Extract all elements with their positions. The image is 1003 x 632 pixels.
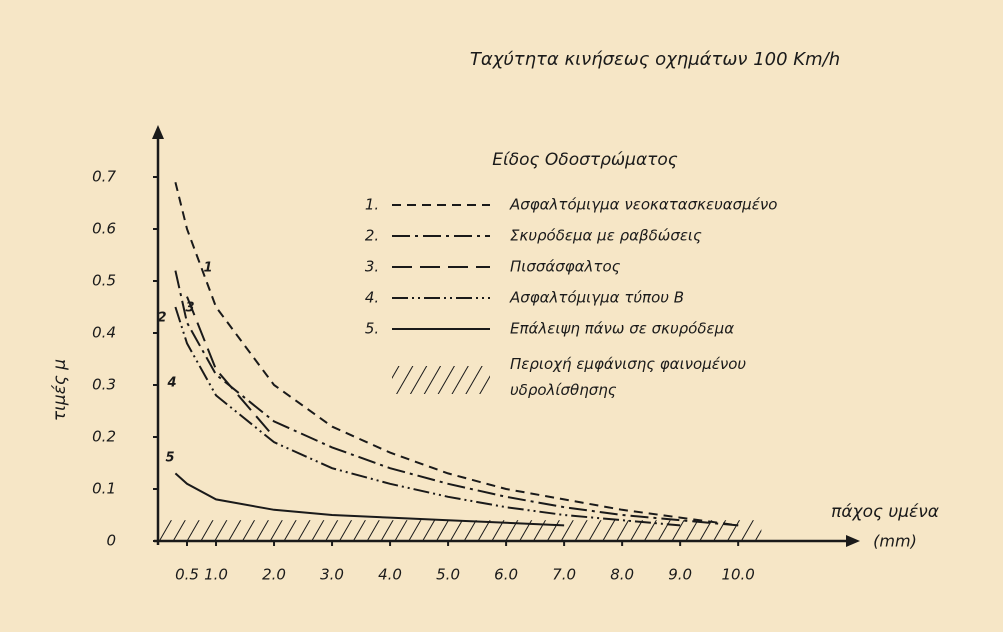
legend-key: 2. <box>365 227 379 245</box>
series-line <box>174 472 565 527</box>
x-tick-label: 8.0 <box>610 566 634 584</box>
series-line <box>174 181 739 527</box>
legend-key: 4. <box>365 289 379 307</box>
legend-label: Περιοχή εμφάνισης φαινομένου υδρολίσθησης <box>510 355 746 399</box>
legend-label: Ασφαλτόμιγμα νεοκατασκευασμένο <box>509 196 777 214</box>
y-tick-label: 0.6 <box>92 220 116 238</box>
hatch-region <box>158 520 762 541</box>
legend-key: 1. <box>365 196 379 214</box>
curve-label: 2 <box>157 311 166 326</box>
y-axis-arrow <box>152 125 164 139</box>
y-axis-label: τιμές μ <box>50 359 70 421</box>
x-tick-label: 5.0 <box>436 566 460 584</box>
curve-label: 3 <box>185 301 194 316</box>
series-line <box>174 270 739 527</box>
curve-label: 4 <box>166 376 176 391</box>
x-tick-label: 1.0 <box>204 566 228 584</box>
legend-label: Ασφαλτόμιγμα τύπου Β <box>509 289 684 307</box>
x-tick-label: 3.0 <box>320 566 344 584</box>
x-tick-label: 4.0 <box>378 566 402 584</box>
x-tick-label: 2.0 <box>262 566 286 584</box>
y-tick-label: 0.4 <box>92 324 116 342</box>
x-axis-label: πάχος υμένα <box>831 502 939 522</box>
x-tick-label: 7.0 <box>552 566 576 584</box>
x-tick-label: 0.5 <box>175 566 199 584</box>
y-tick-label: 0.3 <box>92 376 116 394</box>
legend-label: Επάλειψη πάνω σε σκυρόδεμα <box>510 320 734 338</box>
legend-label: Σκυρόδεμα με ραβδώσεις <box>510 227 702 245</box>
x-tick-label: 10.0 <box>721 566 754 584</box>
legend-label: Πισσάσφαλτος <box>510 258 621 276</box>
legend-title: Είδος Οδοστρώματος <box>492 150 678 170</box>
legend-hatch <box>392 366 490 394</box>
legend-key: 3. <box>365 258 379 276</box>
x-axis-unit: (mm) <box>873 532 917 551</box>
x-axis-arrow <box>846 535 860 547</box>
curve-label: 5 <box>165 451 174 466</box>
chart-title: Ταχύτητα κινήσεως οχημάτων 100 Km/h <box>470 49 840 70</box>
y-tick-label: 0.5 <box>92 272 116 290</box>
legend-key: 5. <box>365 320 379 338</box>
y-tick-label: 0.7 <box>92 168 116 186</box>
y-tick-label: 0.1 <box>92 480 116 498</box>
y-tick-label: 0.2 <box>92 428 116 446</box>
series-line <box>174 306 681 527</box>
curve-label: 1 <box>203 261 212 276</box>
y-tick-label: 0 <box>106 532 116 550</box>
x-tick-label: 6.0 <box>494 566 518 584</box>
x-tick-label: 9.0 <box>668 566 692 584</box>
